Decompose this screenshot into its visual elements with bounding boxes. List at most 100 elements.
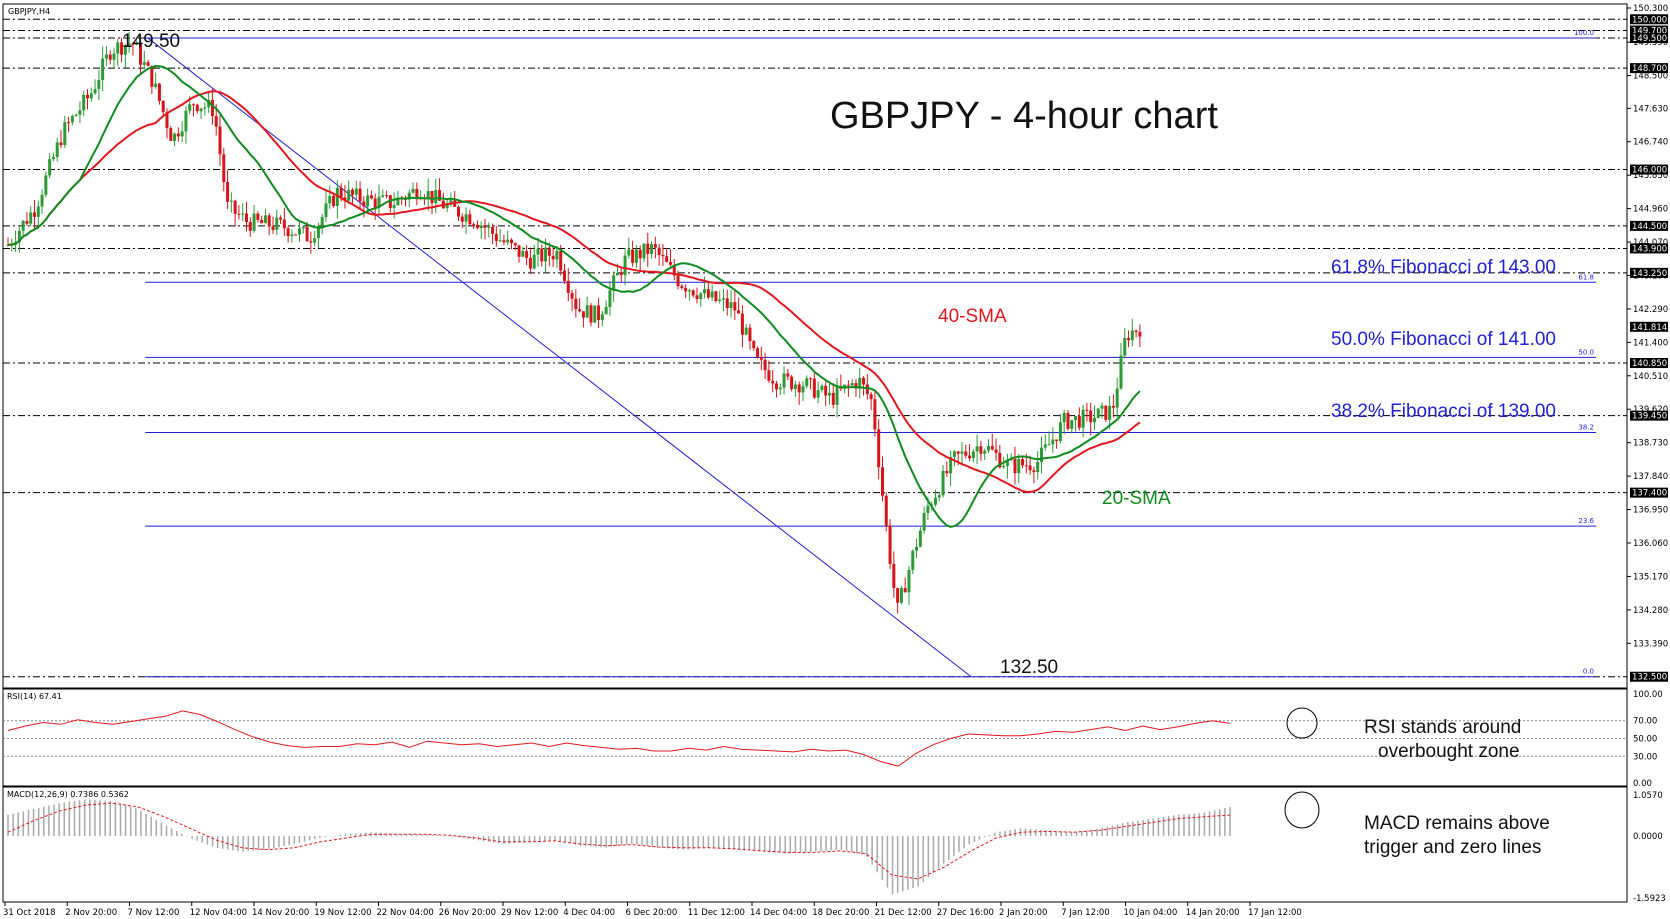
fibonacci-levels: 100.0 61.8 50.0 38.2 23.6 0.0 [145, 29, 1596, 678]
candle-body [150, 65, 154, 87]
candle-body [252, 213, 256, 231]
y-tick-label: 149.390 [1633, 38, 1668, 48]
candle-body [998, 452, 1002, 468]
candle-body [578, 309, 582, 312]
candle-body [809, 378, 813, 380]
candle-body [131, 43, 135, 46]
candle-body [233, 200, 237, 214]
price-flag [1630, 164, 1668, 175]
candle-body [332, 196, 336, 206]
candle-body [994, 449, 998, 453]
candle-body [824, 385, 828, 396]
candle-body [888, 525, 892, 564]
candle-body [207, 99, 211, 108]
candle-body [532, 254, 536, 269]
candle-body [952, 451, 956, 457]
candle-body [1017, 459, 1021, 474]
candle-body [1051, 439, 1055, 445]
candle-body [1119, 355, 1123, 389]
candle-body [684, 287, 688, 292]
candle-body [6, 244, 10, 246]
price-flag-label: 143.250 [1632, 269, 1667, 279]
candle-body [271, 226, 275, 230]
candle-body [869, 394, 873, 400]
candle-body [581, 311, 585, 318]
candle-body [184, 110, 188, 132]
price-flag-label: 140.850 [1632, 359, 1667, 369]
x-tick-label: 7 Nov 12:00 [128, 908, 180, 918]
candle-body [793, 384, 797, 390]
x-tick-label: 17 Jan 12:00 [1248, 908, 1302, 918]
x-tick-label: 14 Dec 04:00 [750, 908, 807, 918]
candle-body [941, 470, 945, 496]
candle-body [570, 292, 574, 299]
candle-body [710, 291, 714, 298]
candle-body [528, 257, 532, 269]
candle-body [335, 187, 339, 206]
macd-tick-label: -1.5923 [1633, 894, 1666, 904]
macd-panel-frame [2, 786, 1628, 903]
candle-body [157, 83, 161, 102]
candle-body [1092, 417, 1096, 423]
candle-body [729, 302, 733, 309]
candle-body [615, 272, 619, 276]
candle-body [468, 214, 472, 225]
candle-body [290, 234, 294, 237]
candle-body [748, 327, 752, 342]
candle-body [559, 250, 563, 271]
candle-body [426, 191, 430, 200]
candle-body [1089, 410, 1093, 423]
candle-body [309, 241, 313, 243]
candle-body [937, 495, 941, 498]
candle-body [55, 142, 59, 157]
candle-body [40, 194, 44, 207]
rsi-tick-label: 30.00 [1633, 752, 1657, 762]
candle-body [494, 233, 498, 241]
candle-body [347, 189, 351, 201]
price-flag [1630, 358, 1668, 369]
candle-body [975, 446, 979, 452]
candle-body [774, 383, 778, 390]
candle-body [127, 43, 131, 46]
candle-body [680, 286, 684, 288]
candle-body [627, 249, 631, 256]
candle-body [487, 226, 491, 228]
candle-body [540, 248, 544, 262]
candle-body [350, 189, 354, 195]
fib-ratio-label: 38.2 [1578, 424, 1594, 432]
candle-body [733, 302, 737, 311]
candle-body [1013, 459, 1017, 474]
candle-body [498, 240, 502, 242]
candle-body [619, 272, 623, 276]
candle-body [108, 54, 112, 60]
candle-body [521, 251, 525, 257]
candle-body [464, 214, 468, 222]
candle-body [703, 289, 707, 294]
candle-body [51, 156, 55, 160]
y-tick-label: 140.510 [1633, 372, 1668, 382]
rsi-line [7, 710, 1231, 767]
price-flag [1630, 14, 1668, 25]
candle-body [138, 43, 142, 65]
candle-body [1127, 338, 1131, 341]
candle-body [862, 377, 866, 385]
candle-body [612, 275, 616, 291]
sma40-line [7, 90, 1141, 493]
candle-body [154, 83, 158, 87]
price-flag-label: 146.000 [1632, 166, 1667, 176]
candle-body [990, 446, 994, 450]
candle-body [536, 248, 540, 255]
candle-body [721, 298, 725, 300]
sma20-label: 20-SMA [1102, 488, 1171, 509]
y-tick-label: 144.960 [1633, 205, 1668, 215]
candle-body [1028, 465, 1032, 471]
candle-body [547, 247, 551, 256]
candle-body [699, 293, 703, 300]
candle-body [21, 220, 25, 231]
candle-body [634, 249, 638, 263]
x-tick-label: 2 Nov 20:00 [65, 908, 117, 918]
candle-body [226, 182, 230, 202]
x-tick-label: 21 Dec 12:00 [875, 908, 932, 918]
candle-body [884, 495, 888, 526]
